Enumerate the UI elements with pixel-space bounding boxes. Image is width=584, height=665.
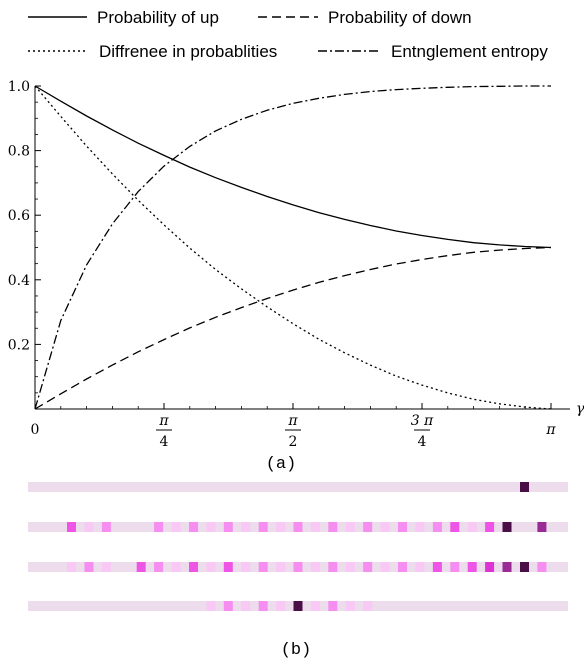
heatmap-cell: [328, 601, 338, 611]
x-tick-label: π: [545, 422, 556, 438]
series-lines: [34, 85, 552, 410]
heatmap-cell: [258, 562, 268, 572]
heatmap-cell: [450, 562, 460, 572]
heatmap-cell: [276, 562, 286, 572]
x-tick-label: 0: [31, 422, 40, 438]
legend-label-up: Probability of up: [97, 8, 219, 27]
x-ticks: 0 π 4 π 2 3 π 4 π: [31, 403, 556, 450]
heatmap-cell: [467, 522, 477, 532]
heatmap-cell: [432, 562, 442, 572]
heatmap-cell: [171, 562, 181, 572]
heatmap-cell: [380, 522, 390, 532]
heatmap-cell: [293, 562, 303, 572]
panel-label-b: (b): [281, 641, 312, 660]
heatmap-cell: [537, 562, 547, 572]
y-ticks: 0.2 0.4 0.6 0.8 1.0: [8, 79, 41, 394]
heatmap-cell: [101, 562, 111, 572]
x-tick-denominator: 2: [289, 434, 298, 450]
heatmap-cell: [189, 562, 198, 572]
heatmap-cell: [189, 522, 198, 532]
heatmap-cell: [345, 562, 355, 572]
heatmap-cell: [380, 562, 390, 572]
heatmap-cell: [328, 522, 338, 532]
heatmap-cell: [241, 522, 251, 532]
series-line-up: [34, 85, 552, 249]
heatmap-panel-b: [28, 482, 568, 611]
heatmap-cell: [258, 601, 268, 611]
x-tick-numerator: 3 π: [411, 413, 434, 429]
heatmap-cell: [345, 522, 355, 532]
heatmap-cell: [363, 601, 373, 611]
legend-label-diff: Diffrenee in probablities: [99, 42, 277, 61]
x-tick-numerator: π: [287, 413, 298, 429]
heatmap-cell: [310, 601, 320, 611]
heatmap-cell: [276, 522, 286, 532]
heatmap-cell: [363, 522, 373, 532]
legend: Probability of up Probability of down Di…: [28, 8, 548, 61]
legend-item-up: Probability of up: [28, 8, 219, 27]
heatmap-cell: [398, 522, 407, 532]
heatmap-cell: [502, 522, 512, 532]
legend-item-diff: Diffrenee in probablities: [28, 42, 277, 61]
heatmap-cell: [293, 601, 303, 611]
heatmap-cell: [485, 522, 495, 532]
heatmap-row-1: [28, 482, 568, 492]
heatmap-cell: [345, 601, 355, 611]
heatmap-cell: [276, 601, 286, 611]
x-tick-numerator: π: [158, 413, 169, 429]
heatmap-cell: [415, 522, 425, 532]
legend-item-down: Probability of down: [258, 8, 472, 27]
heatmap-cell: [450, 522, 460, 532]
heatmap-cell: [363, 562, 373, 572]
legend-label-down: Probability of down: [328, 8, 472, 27]
heatmap-cell: [258, 522, 268, 532]
y-tick-label: 0.6: [8, 208, 30, 224]
heatmap-cell: [136, 562, 146, 572]
heatmap-cell: [520, 562, 529, 572]
panel-label-a: (a): [266, 455, 297, 474]
heatmap-cell: [206, 601, 216, 611]
heatmap-cell: [84, 522, 94, 532]
heatmap-cell: [293, 522, 303, 532]
heatmap-cell: [398, 562, 407, 572]
y-tick-label: 0.2: [8, 337, 30, 353]
heatmap-cell: [432, 522, 442, 532]
heatmap-cell: [223, 562, 233, 572]
heatmap-cell: [537, 522, 547, 532]
heatmap-cell: [171, 522, 181, 532]
x-tick-denominator: 4: [160, 434, 169, 450]
heatmap-cell: [310, 522, 320, 532]
heatmap-cell: [485, 562, 495, 572]
heatmap-cell: [101, 522, 111, 532]
y-tick-label: 0.8: [8, 144, 30, 160]
series-line-diff: [34, 85, 552, 410]
heatmap-cell: [67, 522, 76, 532]
legend-item-entropy: Entnglement entropy: [318, 42, 548, 61]
heatmap-cell: [67, 562, 76, 572]
series-line-down: [34, 246, 552, 410]
heatmap-cell: [520, 482, 529, 492]
heatmap-cell: [328, 562, 338, 572]
heatmap-cell: [84, 562, 94, 572]
heatmap-cell: [241, 562, 251, 572]
heatmap-cell: [223, 601, 233, 611]
y-tick-label: 1.0: [8, 79, 30, 95]
heatmap-cell: [206, 522, 216, 532]
heatmap-cell: [310, 562, 320, 572]
x-tick-denominator: 4: [418, 434, 427, 450]
y-tick-label: 0.4: [8, 273, 30, 289]
x-axis-label: γ: [576, 401, 584, 417]
heatmap-cell: [154, 522, 164, 532]
heatmap-cell: [502, 562, 512, 572]
heatmap-cell: [154, 562, 164, 572]
plot-panel-a: γ 0.2 0.4 0.6 0.8 1.0 0 π 4 π 2 3 π 4 π: [8, 79, 584, 450]
heatmap-cell: [206, 562, 216, 572]
heatmap-cell: [415, 562, 425, 572]
legend-label-entropy: Entnglement entropy: [391, 42, 548, 61]
heatmap-cell: [241, 601, 251, 611]
heatmap-cell: [223, 522, 233, 532]
heatmap-cell: [467, 562, 477, 572]
series-line-entropy: [34, 85, 551, 410]
